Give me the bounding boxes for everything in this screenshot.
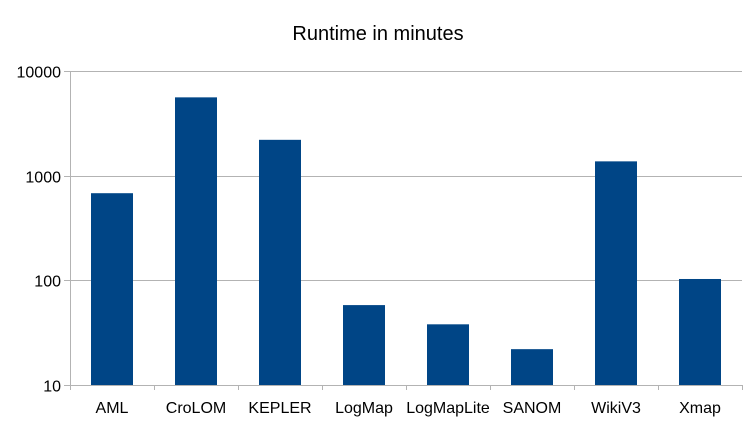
- x-tick-label: LogMap: [335, 400, 393, 417]
- bars: [91, 97, 721, 385]
- x-tick-label: AML: [96, 400, 129, 417]
- x-tick-label: Xmap: [679, 400, 721, 417]
- y-tick-label: 10: [43, 379, 61, 396]
- bar-logmap: [343, 305, 385, 385]
- y-tick-label: 1000: [25, 170, 61, 187]
- x-tick-label: LogMapLite: [406, 400, 490, 417]
- x-tick-label: CroLOM: [166, 400, 226, 417]
- x-tick-labels: AML CroLOM KEPLER LogMap LogMapLite SANOM Wiki…: [96, 400, 721, 417]
- bar-crolom: [175, 97, 217, 385]
- bar-xmap: [679, 278, 721, 385]
- y-tick-labels: 10 100 1000 10000: [17, 65, 62, 396]
- bar-aml: [91, 193, 133, 385]
- axes: [70, 71, 743, 390]
- grid-lines: [64, 71, 742, 386]
- y-tick-label: 100: [34, 274, 61, 291]
- bar-wikiv3: [595, 161, 637, 385]
- bar-kepler: [259, 139, 301, 385]
- y-tick-label: 10000: [17, 65, 62, 82]
- bar-sanom: [511, 349, 553, 385]
- chart-title: Runtime in minutes: [292, 23, 463, 45]
- x-tick-label: SANOM: [503, 400, 562, 417]
- bar-logmaplite: [427, 324, 469, 385]
- x-tick-label: KEPLER: [248, 400, 311, 417]
- x-tick-label: WikiV3: [591, 400, 641, 417]
